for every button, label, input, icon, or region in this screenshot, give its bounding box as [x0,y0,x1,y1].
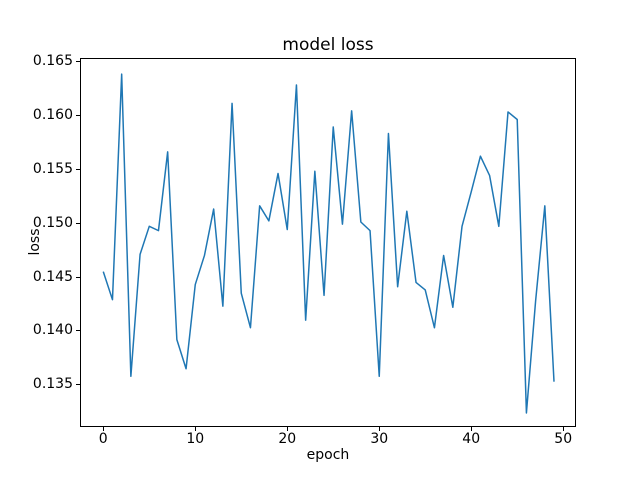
x-tick-label: 0 [98,431,108,447]
x-tick-mark [102,427,104,431]
y-axis-label: loss [27,228,43,256]
y-tick-mark [76,276,80,278]
x-tick-mark [470,427,472,431]
x-tick-label: 30 [370,431,389,447]
y-tick-label: 0.160 [32,106,73,123]
y-tick-label: 0.145 [32,268,73,285]
y-tick-mark [76,330,80,332]
x-tick-label: 20 [278,431,297,447]
y-tick-mark [76,222,80,224]
loss-line [102,73,555,414]
y-tick-label: 0.140 [32,322,73,339]
plot-area [80,58,576,427]
chart-title: model loss [282,35,374,55]
y-tick-mark [76,384,80,386]
x-tick-label: 50 [554,431,573,447]
y-tick-label: 0.165 [32,52,73,69]
y-tick-mark [76,60,80,62]
x-tick-mark [194,427,196,431]
y-tick-label: 0.150 [32,214,73,231]
y-tick-mark [76,168,80,170]
loss-line-chart [102,73,555,414]
x-tick-mark [286,427,288,431]
x-tick-mark [562,427,564,431]
y-tick-label: 0.155 [32,160,73,177]
y-tick-label: 0.135 [32,376,73,393]
x-tick-mark [378,427,380,431]
x-tick-label: 40 [462,431,481,447]
y-tick-mark [76,114,80,116]
x-tick-label: 10 [186,431,205,447]
x-axis-label: epoch [306,447,350,463]
